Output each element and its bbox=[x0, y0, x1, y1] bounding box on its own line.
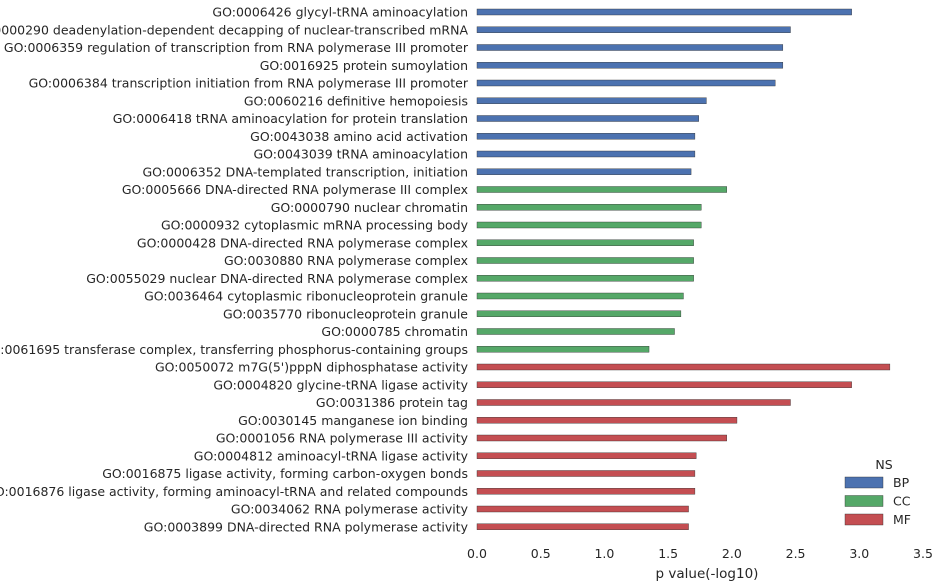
category-label: GO:0000785 chromatin bbox=[321, 324, 468, 339]
category-label: GO:0000428 DNA-directed RNA polymerase c… bbox=[137, 235, 468, 250]
category-label: GO:0006418 tRNA aminoacylation for prote… bbox=[113, 111, 468, 126]
bar-mf bbox=[476, 381, 852, 388]
legend-swatch-mf bbox=[844, 513, 884, 526]
category-label: GO:0005666 DNA-directed RNA polymerase I… bbox=[122, 182, 468, 197]
category-label: GO:0000290 deadenylation-dependent decap… bbox=[0, 22, 468, 37]
bar-bp bbox=[476, 62, 784, 69]
bar-bp bbox=[476, 150, 696, 158]
category-label: GO:0001056 RNA polymerase III activity bbox=[216, 431, 469, 446]
bar-bp bbox=[476, 79, 776, 87]
legend-title: NS bbox=[875, 457, 892, 472]
category-label: GO:0006384 transcription initiation from… bbox=[29, 76, 469, 91]
category-label: GO:0060216 definitive hemopoiesis bbox=[244, 93, 468, 108]
bar-cc bbox=[476, 257, 694, 264]
bar-cc bbox=[476, 346, 650, 353]
bar-bp bbox=[476, 97, 707, 104]
legend-label-bp: BP bbox=[893, 475, 910, 490]
category-label: GO:0034062 RNA polymerase activity bbox=[231, 502, 469, 517]
x-tick-label: 0.5 bbox=[531, 546, 551, 561]
bar-cc bbox=[476, 310, 682, 317]
category-label: GO:0030880 RNA polymerase complex bbox=[224, 253, 468, 268]
bar-mf bbox=[476, 417, 738, 424]
category-label: GO:0000932 cytoplasmic mRNA processing b… bbox=[161, 218, 469, 233]
category-label: GO:0004820 glycine-tRNA ligase activity bbox=[213, 377, 468, 392]
bar-cc bbox=[476, 328, 675, 335]
category-label: GO:0016925 protein sumoylation bbox=[260, 58, 468, 73]
category-label: GO:0061695 transferase complex, transfer… bbox=[0, 342, 468, 357]
x-tick-label: 2.0 bbox=[722, 546, 742, 561]
bar-mf bbox=[476, 470, 696, 477]
category-label: GO:0050072 m7G(5')pppN diphosphatase act… bbox=[155, 360, 469, 375]
x-tick-label: 1.5 bbox=[658, 546, 678, 561]
x-tick-label: 3.5 bbox=[913, 546, 933, 561]
bar-mf bbox=[476, 399, 791, 406]
category-label: GO:0055029 nuclear DNA-directed RNA poly… bbox=[86, 271, 468, 286]
legend-swatch-bp bbox=[844, 476, 884, 489]
bar-bp bbox=[476, 26, 791, 33]
bar-cc bbox=[476, 204, 702, 211]
category-label: GO:0006352 DNA-templated transcription, … bbox=[142, 164, 468, 179]
bar-bp bbox=[476, 115, 699, 122]
legend-label-cc: CC bbox=[893, 494, 911, 509]
bar-cc bbox=[476, 186, 727, 193]
bar-mf bbox=[476, 363, 891, 371]
bar-mf bbox=[476, 505, 689, 513]
bar-cc bbox=[476, 239, 694, 246]
x-tick-label: 2.5 bbox=[786, 546, 806, 561]
category-label: GO:0006426 glycyl-tRNA aminoacylation bbox=[212, 5, 468, 20]
bar-mf bbox=[476, 434, 727, 442]
category-label: GO:0006359 regulation of transcription f… bbox=[4, 40, 469, 55]
bar-mf bbox=[476, 452, 697, 459]
category-labels: GO:0006426 glycyl-tRNA aminoacylation GO:… bbox=[0, 5, 469, 535]
category-label: GO:0043039 tRNA aminoacylation bbox=[253, 147, 468, 162]
legend-swatch-cc bbox=[844, 495, 884, 507]
x-tick-label: 3.0 bbox=[849, 546, 869, 561]
bar-mf bbox=[476, 523, 689, 530]
category-label: GO:0030145 manganese ion binding bbox=[238, 413, 468, 428]
x-axis-ticks: 0.0 0.5 1.0 1.5 2.0 2.5 3.0 3.5 bbox=[467, 546, 933, 561]
category-label: GO:0036464 cytoplasmic ribonucleoprotein… bbox=[144, 289, 468, 304]
bar-bp bbox=[476, 168, 692, 175]
category-label: GO:0035770 ribonucleoprotein granule bbox=[223, 306, 468, 321]
bar-bp bbox=[476, 133, 696, 140]
bar-cc bbox=[476, 221, 702, 229]
bar-cc bbox=[476, 292, 684, 300]
bar-bp bbox=[476, 44, 784, 51]
x-tick-label: 1.0 bbox=[594, 546, 614, 561]
bar-bp bbox=[476, 8, 852, 16]
category-label: GO:0003899 DNA-directed RNA polymerase a… bbox=[144, 519, 469, 534]
category-label: GO:0016875 ligase activity, forming carb… bbox=[102, 466, 468, 481]
category-label: GO:0043038 amino acid activation bbox=[250, 129, 468, 144]
legend-items: BP CC MF bbox=[844, 475, 911, 527]
category-label: GO:0031386 protein tag bbox=[316, 395, 468, 410]
bars-layer bbox=[476, 8, 891, 530]
x-tick-label: 0.0 bbox=[467, 546, 487, 561]
bar-mf bbox=[476, 488, 696, 495]
legend-label-mf: MF bbox=[893, 512, 911, 527]
category-label: GO:0016876 ligase activity, forming amin… bbox=[0, 484, 468, 499]
category-label: GO:0000790 nuclear chromatin bbox=[271, 200, 468, 215]
legend: NS BP CC MF bbox=[844, 457, 911, 527]
category-label: GO:0004812 aminoacyl-tRNA ligase activit… bbox=[194, 448, 469, 463]
bar-cc bbox=[476, 275, 694, 282]
x-axis-title: p value(-log10) bbox=[656, 566, 759, 582]
